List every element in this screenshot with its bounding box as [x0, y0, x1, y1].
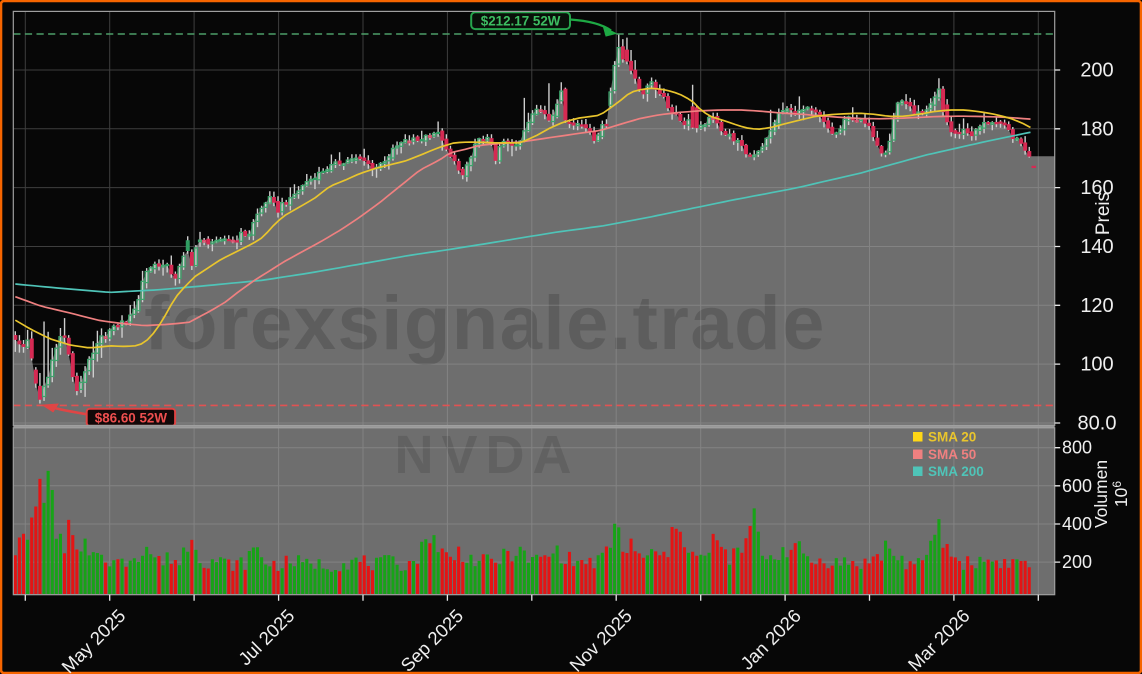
svg-text:SMA 20: SMA 20 — [928, 430, 976, 445]
svg-text:forexsignale.trade: forexsignale.trade — [144, 281, 826, 366]
svg-text:200: 200 — [1062, 552, 1092, 572]
svg-text:400: 400 — [1062, 514, 1092, 534]
svg-text:160: 160 — [1080, 177, 1113, 199]
svg-text:120: 120 — [1080, 295, 1113, 317]
svg-text:NVDA: NVDA — [394, 425, 579, 485]
svg-text:80.0: 80.0 — [1078, 413, 1117, 435]
svg-text:180: 180 — [1080, 118, 1113, 140]
svg-text:800: 800 — [1062, 438, 1092, 458]
svg-text:Preis: Preis — [1093, 192, 1114, 235]
svg-text:Volumen: Volumen — [1091, 460, 1111, 528]
svg-text:600: 600 — [1062, 476, 1092, 496]
svg-text:100: 100 — [1080, 354, 1113, 376]
svg-text:SMA 200: SMA 200 — [928, 464, 984, 479]
svg-text:$86.60 52W: $86.60 52W — [95, 410, 168, 425]
svg-text:SMA 50: SMA 50 — [928, 447, 976, 462]
svg-text:140: 140 — [1080, 236, 1113, 258]
svg-text:200: 200 — [1080, 60, 1113, 82]
svg-text:$212.17 52W: $212.17 52W — [481, 14, 561, 29]
